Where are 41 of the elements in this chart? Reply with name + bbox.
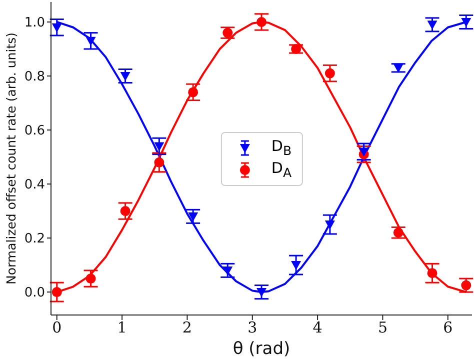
x-tick-label: 2 <box>182 318 192 337</box>
point <box>427 20 438 30</box>
point <box>393 228 404 238</box>
point <box>324 68 335 78</box>
x-tick-label: 3 <box>248 318 258 337</box>
point <box>393 64 404 73</box>
x-tick-label: 0 <box>52 318 62 337</box>
y-tick-label: 1.0 <box>24 16 45 31</box>
point <box>291 261 302 270</box>
point <box>188 212 198 222</box>
point <box>154 157 164 168</box>
x-tick-label: 1 <box>117 318 127 337</box>
point <box>120 72 130 81</box>
y-tick-label: 0.0 <box>24 286 45 301</box>
legend-label: D$_{A}$ <box>271 159 292 180</box>
point <box>154 142 164 152</box>
legend-label: D$_{B}$ <box>271 137 292 158</box>
x-tick-label: 4 <box>312 318 322 337</box>
y-tick-label: 0.2 <box>24 232 45 247</box>
point <box>52 23 62 32</box>
point <box>222 266 233 276</box>
point <box>86 36 96 46</box>
point <box>52 287 62 298</box>
x-tick-label: 6 <box>443 318 453 337</box>
point <box>86 274 96 284</box>
point <box>222 28 233 38</box>
point <box>427 268 438 278</box>
point <box>291 44 302 54</box>
y-axis-title: Normalized offset count rate (arb. units) <box>3 32 18 284</box>
x-tick-label: 5 <box>378 318 388 337</box>
point <box>461 18 472 27</box>
point <box>324 220 335 230</box>
x-axis-title: θ (rad) <box>232 339 290 359</box>
y-tick-label: 0.4 <box>24 178 45 193</box>
point <box>256 288 266 298</box>
point <box>256 16 266 27</box>
y-tick-label: 0.6 <box>24 124 45 139</box>
point <box>188 87 198 98</box>
point <box>358 148 369 157</box>
point <box>120 206 130 216</box>
y-tick-label: 0.8 <box>24 70 45 85</box>
